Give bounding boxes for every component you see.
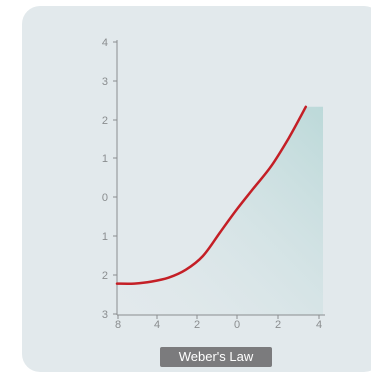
area-fill xyxy=(117,106,323,315)
y-tick-label: 3 xyxy=(102,76,108,88)
chart-caption: Weber's Law xyxy=(160,347,272,367)
y-tick-label: 2 xyxy=(102,115,108,127)
x-tick-label: 0 xyxy=(234,319,240,331)
x-tick-label: 2 xyxy=(275,319,281,331)
x-tick-label: 4 xyxy=(316,319,322,331)
y-tick-label: 3 xyxy=(102,309,108,321)
y-tick-label: 1 xyxy=(102,153,108,165)
y-tick-label: 1 xyxy=(102,231,108,243)
x-tick-label: 4 xyxy=(154,319,160,331)
y-tick-label: 2 xyxy=(102,270,108,282)
y-tick-label: 0 xyxy=(102,192,108,204)
weber-curve xyxy=(115,105,308,285)
x-tick-label: 2 xyxy=(194,319,200,331)
y-tick-label: 4 xyxy=(102,37,108,49)
x-tick-label: 8 xyxy=(115,319,121,331)
